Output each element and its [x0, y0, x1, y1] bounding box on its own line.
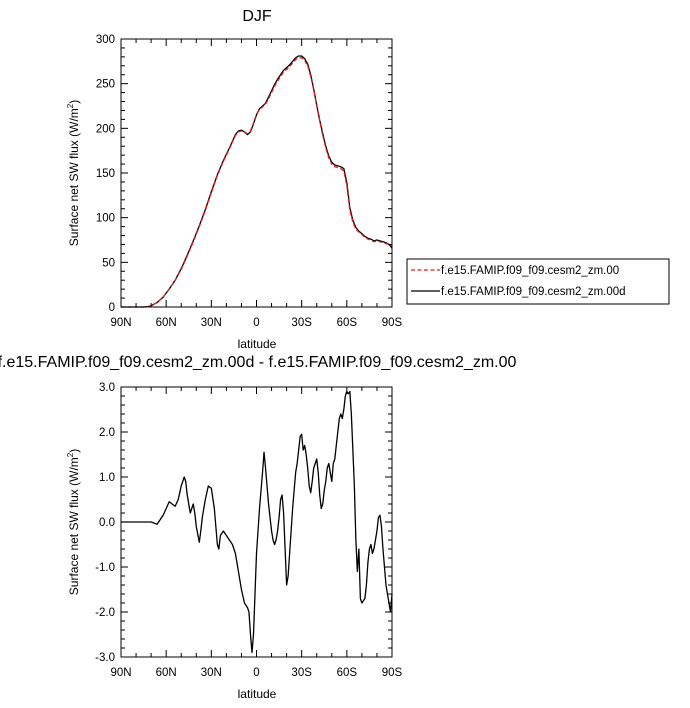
bottom-x-tick-label: 30N	[201, 667, 222, 679]
top-y-tick-label: 150	[96, 168, 115, 180]
bottom-y-tick-label: 0.0	[99, 517, 115, 529]
bottom-y-tick-label: 1.0	[99, 472, 115, 484]
top-series-line-1	[121, 57, 393, 308]
bottom-x-tick-label: 30S	[291, 667, 312, 679]
legend-box	[406, 258, 670, 305]
bottom-y-tick-label: 3.0	[99, 382, 115, 394]
bottom-series	[121, 390, 393, 654]
top-x-tick-label: 60S	[337, 317, 358, 329]
bottom-x-axis-label: latitude	[238, 687, 277, 701]
bottom-y-axis-label: Surface net SW flux (W/m2)	[66, 449, 81, 595]
bottom-y-tick-label: 2.0	[99, 427, 115, 439]
legend: f.e15.FAMIP.f09_f09.cesm2_zm.00 f.e15.FA…	[406, 258, 670, 305]
top-x-tick-label: 60N	[156, 317, 177, 329]
top-y-tick-label: 50	[102, 257, 115, 269]
bottom-x-tick-label: 60N	[156, 667, 177, 679]
top-y-tick-label: 0	[109, 302, 115, 314]
legend-label-2: f.e15.FAMIP.f09_f09.cesm2_zm.00d	[441, 286, 626, 298]
bottom-x-tick-label: 90N	[110, 667, 131, 679]
top-x-tick-label: 30S	[291, 317, 312, 329]
top-chart-title: DJF	[242, 8, 272, 25]
bottom-x-tick-label: 90S	[382, 667, 403, 679]
top-x-tick-label: 0	[253, 317, 259, 329]
top-y-tick-label: 250	[96, 79, 115, 91]
top-x-axis-label: latitude	[238, 337, 277, 351]
top-series	[121, 55, 393, 308]
top-plot-frame	[120, 38, 393, 308]
top-x-tick-label: 90N	[110, 317, 131, 329]
top-series-line-2	[121, 55, 393, 308]
bottom-plot-frame	[120, 386, 393, 658]
top-y-axis-label: Surface net SW flux (W/m2)	[66, 100, 81, 246]
top-y-tick-labels: 0 50 100 150 200 250 300	[96, 34, 115, 314]
top-x-tick-label: 90S	[382, 317, 403, 329]
bottom-x-tick-label: 0	[253, 667, 259, 679]
top-ticks	[120, 38, 393, 308]
legend-label-1: f.e15.FAMIP.f09_f09.cesm2_zm.00	[441, 265, 619, 277]
bottom-series-line-1	[121, 390, 393, 654]
bottom-y-tick-label: -1.0	[95, 562, 115, 574]
bottom-chart-title: f.e15.FAMIP.f09_f09.cesm2_zm.00d - f.e15…	[0, 354, 517, 371]
bottom-x-tick-label: 60S	[337, 667, 358, 679]
top-x-tick-label: 30N	[201, 317, 222, 329]
top-y-tick-label: 300	[96, 34, 115, 46]
top-x-tick-labels: 90N 60N 30N 0 30S 60S 90S	[110, 317, 402, 329]
bottom-y-tick-label: -3.0	[95, 652, 115, 664]
bottom-y-tick-label: -2.0	[95, 607, 115, 619]
bottom-y-tick-labels: -3.0 -2.0 -1.0 0.0 1.0 2.0 3.0	[95, 382, 115, 664]
top-y-tick-label: 100	[96, 213, 115, 225]
bottom-x-tick-labels: 90N 60N 30N 0 30S 60S 90S	[110, 667, 402, 679]
bottom-panel: f.e15.FAMIP.f09_f09.cesm2_zm.00d - f.e15…	[0, 354, 517, 701]
top-y-tick-label: 200	[96, 123, 115, 135]
